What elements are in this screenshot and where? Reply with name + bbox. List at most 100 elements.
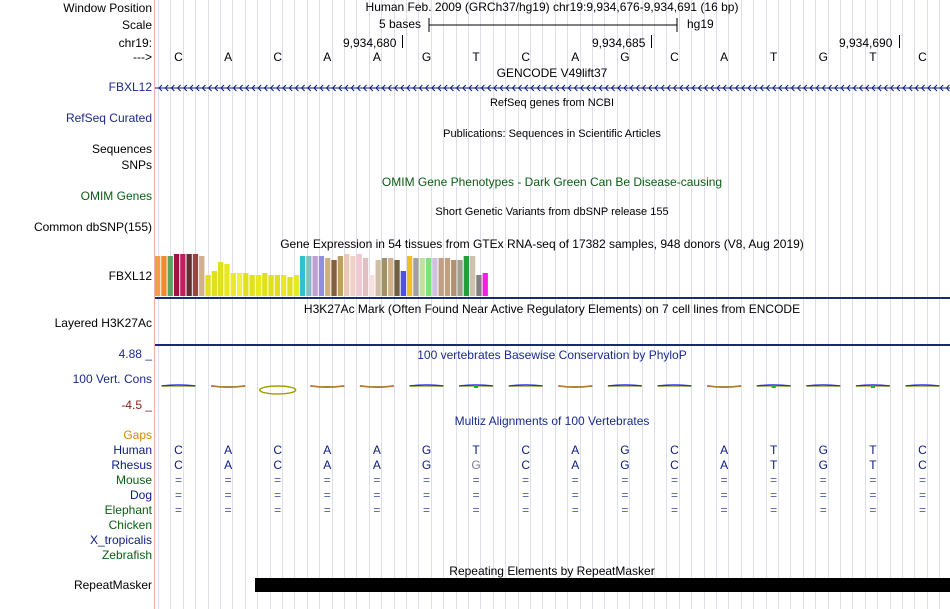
track-label-gaps[interactable]: Gaps	[123, 428, 152, 442]
gtex-tissue-bar	[268, 275, 274, 296]
coord-label-3: 9,934,690	[839, 36, 893, 50]
strand-arrow	[809, 84, 814, 92]
track-label-fbxl12-gencode[interactable]: FBXL12	[108, 80, 152, 94]
grid-line	[232, 0, 233, 609]
strand-arrow	[226, 84, 231, 92]
alignment-base-rhesus: G	[471, 458, 481, 472]
track-label-sequences[interactable]: Sequences	[91, 142, 152, 156]
phylop-conservation-plot[interactable]	[155, 366, 950, 410]
strand-arrow	[238, 84, 243, 92]
gtex-tissue-bar	[388, 258, 394, 296]
gtex-tissue-bar	[470, 256, 476, 296]
strand-arrow	[759, 84, 764, 92]
grid-line	[716, 0, 717, 609]
track-label-phylop-min[interactable]: -4.5 _	[121, 398, 152, 412]
track-label-snps[interactable]: SNPs	[121, 158, 152, 172]
strand-arrow	[728, 84, 733, 92]
track-label-zebrafish[interactable]: Zebrafish	[101, 548, 152, 562]
track-label-scale[interactable]: Scale	[121, 18, 152, 32]
sequence-base: T	[869, 50, 877, 64]
strand-arrow	[530, 84, 535, 92]
strand-arrow	[914, 84, 919, 92]
grid-line	[183, 0, 184, 609]
track-label-chrom[interactable]: chr19:	[118, 36, 152, 50]
alignment-base-rhesus: C	[273, 458, 283, 472]
strand-arrow	[561, 84, 566, 92]
gtex-tissue-bar	[438, 258, 444, 296]
grid-line	[294, 0, 295, 609]
grid-line	[840, 0, 841, 609]
grid-line	[790, 0, 791, 609]
strand-arrow	[592, 84, 597, 92]
gtex-tissue-bar	[463, 256, 469, 296]
alignment-base-rhesus: C	[174, 458, 183, 472]
sequence-base: G	[421, 50, 432, 64]
strand-arrow	[852, 84, 857, 92]
strand-arrow	[431, 84, 436, 92]
strand-arrow	[945, 84, 950, 92]
alignment-base-human: A	[571, 443, 580, 457]
gtex-expression-bars[interactable]	[155, 251, 555, 297]
strand-arrow	[629, 84, 634, 92]
gtex-tissue-bar	[476, 275, 482, 296]
repeat-element-block[interactable]	[255, 578, 950, 592]
alignment-base-elephant: =	[472, 503, 480, 517]
strand-arrow	[685, 84, 690, 92]
grid-line	[753, 0, 754, 609]
grid-line	[195, 0, 196, 609]
track-label-window-position[interactable]: Window Position	[63, 1, 152, 15]
strand-arrow	[710, 84, 715, 92]
alignment-base-human: G	[620, 443, 630, 457]
strand-arrow	[641, 84, 646, 92]
gencode-gene-fbxl12[interactable]	[155, 81, 950, 95]
grid-line	[939, 0, 940, 609]
track-label-fbxl12-gtex[interactable]: FBXL12	[108, 269, 152, 283]
strand-arrow	[350, 84, 355, 92]
strand-arrow	[908, 84, 913, 92]
track-label-refseq[interactable]: RefSeq Curated	[65, 111, 152, 125]
track-label-h3k27ac[interactable]: Layered H3K27Ac	[54, 316, 152, 330]
strand-arrow	[586, 84, 591, 92]
track-label-vert-cons[interactable]: 100 Vert. Cons	[72, 372, 152, 386]
gtex-tissue-bar	[344, 254, 350, 296]
strand-arrow	[716, 84, 721, 92]
strand-arrow	[548, 84, 553, 92]
gtex-tissue-bar	[350, 256, 356, 296]
grid-line	[865, 0, 866, 609]
gtex-tissue-bar	[375, 260, 381, 296]
gtex-tissue-bar	[337, 256, 343, 296]
alignment-base-mouse: =	[323, 473, 331, 487]
track-label-human[interactable]: Human	[113, 443, 152, 457]
grid-line	[431, 0, 432, 609]
track-label-chicken[interactable]: Chicken	[108, 518, 152, 532]
browser-track-area[interactable]: Human Feb. 2009 (GRCh37/hg19) chr19:9,93…	[155, 0, 950, 609]
strand-arrow	[288, 84, 293, 92]
strand-arrow	[170, 84, 175, 92]
phylop-highlight	[870, 385, 875, 388]
strand-arrow	[356, 84, 361, 92]
track-separator-gtex	[155, 297, 950, 299]
grid-line	[914, 0, 915, 609]
alignment-base-rhesus: G	[818, 458, 828, 472]
alignment-base-dog: =	[571, 488, 579, 502]
alignment-base-rhesus: A	[224, 458, 233, 472]
track-label-xtrop[interactable]: X_tropicalis	[89, 533, 152, 547]
strand-arrow	[362, 84, 367, 92]
alignment-base-elephant: =	[174, 503, 183, 517]
track-label-omim[interactable]: OMIM Genes	[80, 189, 152, 203]
track-label-dbsnp[interactable]: Common dbSNP(155)	[33, 220, 152, 234]
track-label-phylop-max[interactable]: 4.88 _	[118, 347, 152, 361]
track-label-dog[interactable]: Dog	[129, 488, 152, 502]
track-label-elephant[interactable]: Elephant	[104, 503, 152, 517]
strand-arrow	[282, 84, 287, 92]
assembly-label: hg19	[687, 17, 714, 31]
track-label-mouse[interactable]: Mouse	[115, 473, 152, 487]
strand-arrow	[654, 84, 659, 92]
grid-line	[852, 0, 853, 609]
coord-tick-1	[402, 35, 403, 48]
gtex-tissue-bar	[205, 275, 211, 296]
track-label-strand[interactable]: --->	[133, 50, 152, 64]
track-label-rhesus[interactable]: Rhesus	[111, 458, 152, 472]
track-label-repeatmasker[interactable]: RepeatMasker	[73, 578, 152, 592]
gtex-tissue-bar	[293, 275, 299, 296]
